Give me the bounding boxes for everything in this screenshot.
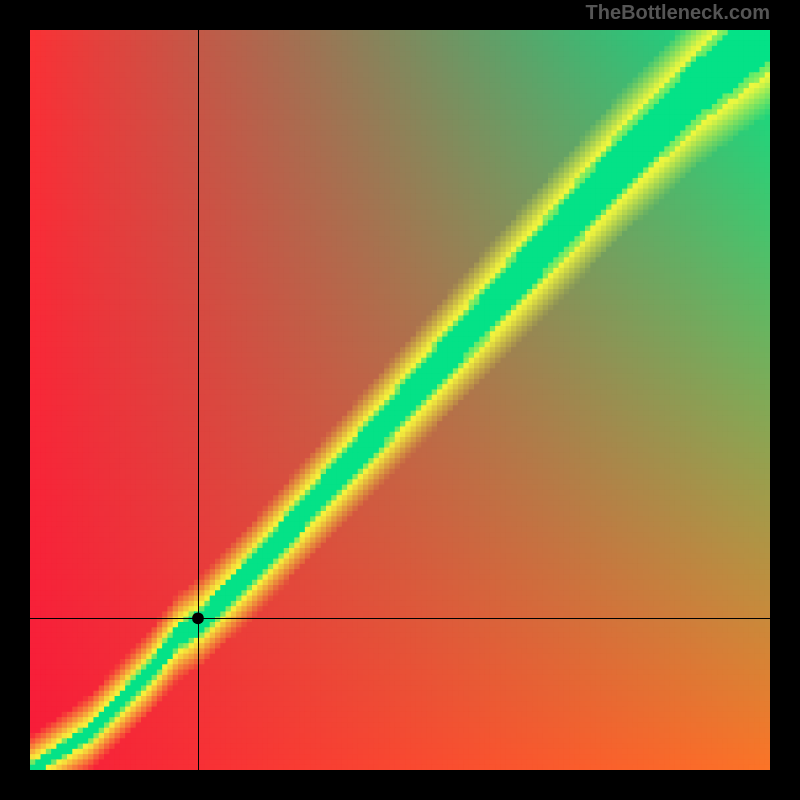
plot-area xyxy=(30,30,770,770)
chart-container: TheBottleneck.com xyxy=(0,0,800,800)
heatmap-canvas xyxy=(30,30,770,770)
attribution-text: TheBottleneck.com xyxy=(586,2,770,25)
